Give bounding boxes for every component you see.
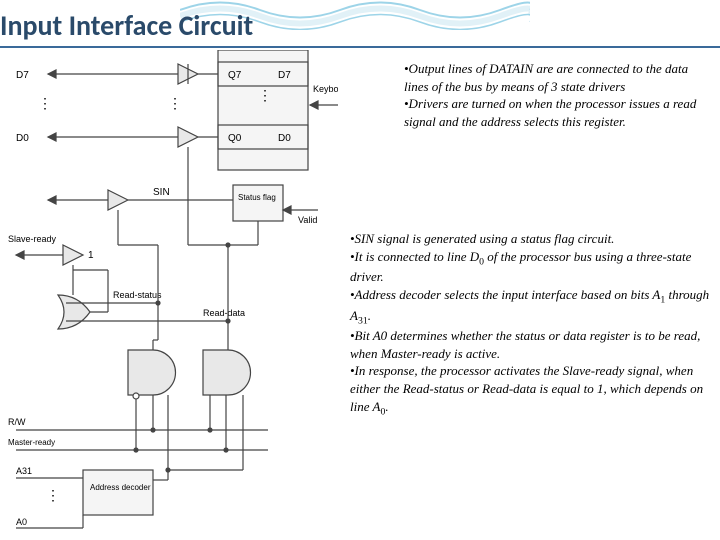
svg-text:1: 1 bbox=[88, 250, 94, 261]
svg-text:⋮: ⋮ bbox=[46, 487, 60, 503]
bullet: •It is connected to line D0 of the proce… bbox=[350, 248, 710, 286]
svg-text:Slave-ready: Slave-ready bbox=[8, 234, 57, 244]
svg-text:⋮: ⋮ bbox=[38, 95, 52, 111]
bullet: •Output lines of DATAIN are are connecte… bbox=[404, 60, 704, 95]
text-block-right-top: •Output lines of DATAIN are are connecte… bbox=[404, 60, 704, 130]
bullet: •SIN signal is generated using a status … bbox=[350, 230, 710, 248]
svg-text:Read-data: Read-data bbox=[203, 308, 245, 318]
circuit-diagram: DATAIN Q7 D7 ⋮ Q0 D0 Keyboard data D7 D0… bbox=[8, 50, 338, 535]
svg-text:D7: D7 bbox=[278, 70, 291, 81]
svg-text:D7: D7 bbox=[16, 70, 29, 81]
svg-text:Master-ready: Master-ready bbox=[8, 438, 55, 447]
title-underline bbox=[0, 46, 720, 48]
bullet: •Bit A0 determines whether the status or… bbox=[350, 327, 710, 362]
svg-text:Address decoder: Address decoder bbox=[90, 483, 151, 492]
svg-text:Valid: Valid bbox=[298, 215, 317, 225]
bullet: •Drivers are turned on when the processo… bbox=[404, 95, 704, 130]
svg-text:Keyboard data: Keyboard data bbox=[313, 84, 338, 94]
page-title: Input Interface Circuit bbox=[0, 8, 253, 43]
svg-text:A0: A0 bbox=[16, 517, 27, 527]
svg-text:Q7: Q7 bbox=[228, 70, 242, 81]
text-block-right-bottom: •SIN signal is generated using a status … bbox=[350, 230, 710, 418]
bullet: •In response, the processor activates th… bbox=[350, 362, 710, 418]
svg-text:D0: D0 bbox=[278, 133, 291, 144]
bullet: •Address decoder selects the input inter… bbox=[350, 286, 710, 328]
svg-text:⋮: ⋮ bbox=[258, 87, 272, 103]
svg-text:Read-status: Read-status bbox=[113, 290, 162, 300]
svg-text:Q0: Q0 bbox=[228, 133, 242, 144]
svg-text:D0: D0 bbox=[16, 133, 29, 144]
svg-text:SIN: SIN bbox=[153, 187, 170, 198]
svg-text:Status flag: Status flag bbox=[238, 193, 276, 202]
svg-text:A31: A31 bbox=[16, 466, 32, 476]
svg-text:R/W: R/W bbox=[8, 417, 26, 427]
svg-text:⋮: ⋮ bbox=[168, 95, 182, 111]
